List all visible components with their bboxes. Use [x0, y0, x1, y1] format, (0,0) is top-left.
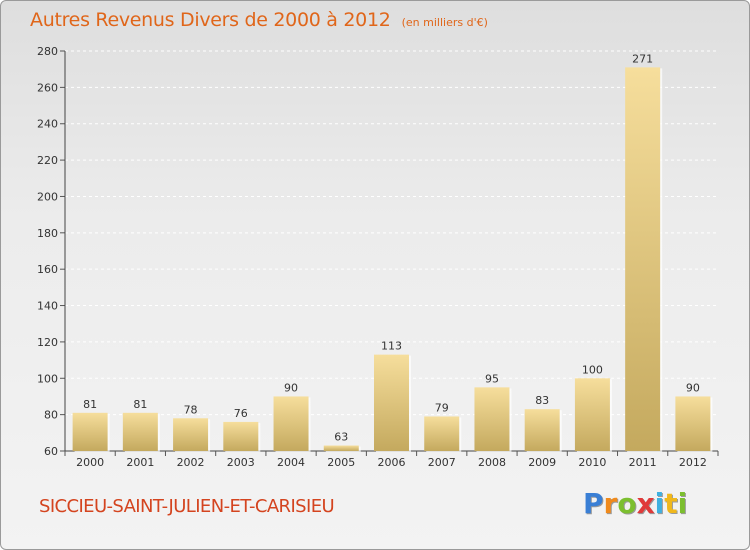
x-tick-label: 2012: [679, 456, 707, 469]
data-label: 271: [632, 52, 653, 65]
bar: [625, 67, 661, 451]
y-tick-label: 220: [37, 154, 58, 167]
y-tick-label: 80: [44, 409, 58, 422]
data-label: 83: [535, 394, 549, 407]
data-label: 90: [686, 381, 700, 394]
data-label: 63: [334, 431, 348, 444]
y-tick-label: 140: [37, 300, 58, 313]
y-tick-label: 200: [37, 190, 58, 203]
data-label: 95: [485, 372, 499, 385]
logo-letter: P: [583, 487, 604, 520]
bar: [173, 418, 209, 451]
x-tick-label: 2000: [76, 456, 104, 469]
data-label: 81: [133, 398, 147, 411]
data-label: 76: [234, 407, 248, 420]
data-label: 113: [381, 340, 402, 353]
logo-letter: i: [677, 487, 688, 520]
proxiti-logo[interactable]: Proxiti: [583, 487, 687, 520]
bar: [323, 445, 359, 451]
data-label: 81: [83, 398, 97, 411]
commune-name: SICCIEU-SAINT-JULIEN-ET-CARISIEU: [39, 496, 335, 517]
bar-layer: [72, 67, 713, 452]
y-tick-label: 180: [37, 227, 58, 240]
y-tick-label: 120: [37, 336, 58, 349]
data-label: 90: [284, 381, 298, 394]
bar: [72, 412, 108, 451]
bar: [524, 409, 560, 451]
y-tick-label: 260: [37, 81, 58, 94]
logo-letter: r: [603, 487, 618, 520]
bar: [424, 416, 460, 451]
x-tick-label: 2008: [478, 456, 506, 469]
bar: [273, 396, 309, 451]
x-tick-label: 2006: [378, 456, 406, 469]
chart-title: Autres Revenus Divers de 2000 à 2012: [30, 9, 391, 31]
title-row: Autres Revenus Divers de 2000 à 2012 (en…: [30, 9, 488, 31]
logo-letter: t: [664, 487, 678, 520]
x-tick-label: 2011: [629, 456, 657, 469]
data-label: 100: [582, 363, 603, 376]
bar: [574, 378, 610, 451]
logo-letter: o: [617, 487, 637, 520]
data-label: 78: [184, 403, 198, 416]
y-tick-label: 160: [37, 263, 58, 276]
chart-subtitle: (en milliers d'€): [401, 16, 488, 29]
x-tick-label: 2003: [227, 456, 255, 469]
x-tick-label: 2005: [327, 456, 355, 469]
bar: [474, 387, 510, 451]
bar: [374, 354, 409, 451]
bar: [122, 412, 158, 451]
y-tick-label: 240: [37, 118, 58, 131]
data-label: 79: [435, 401, 449, 414]
logo-letter: x: [636, 487, 655, 520]
y-tick-label: 100: [37, 372, 58, 385]
y-tick-label: 60: [44, 445, 58, 458]
x-tick-label: 2001: [126, 456, 154, 469]
x-tick-label: 2010: [578, 456, 606, 469]
x-tick-label: 2007: [428, 456, 456, 469]
logo-letter: i: [654, 487, 665, 520]
x-tick-label: 2002: [177, 456, 205, 469]
x-tick-label: 2004: [277, 456, 305, 469]
bar: [223, 421, 259, 451]
bar: [675, 396, 711, 451]
label-layer: 81 2000 81 2001 78 2002 76 2003 90 2004 63 2005 113 2…: [76, 52, 707, 469]
y-tick-label: 280: [37, 45, 58, 58]
x-tick-label: 2009: [528, 456, 556, 469]
